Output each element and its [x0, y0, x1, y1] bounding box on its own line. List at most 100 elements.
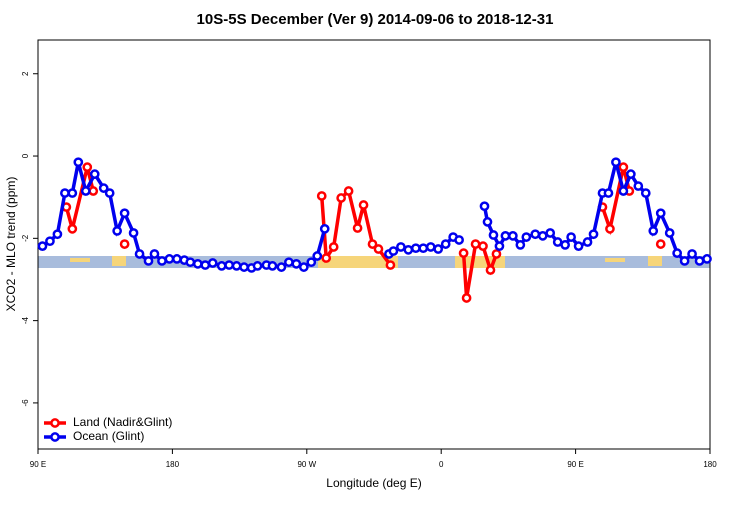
data-point [267, 261, 278, 271]
y-tick-label: 0 [21, 153, 30, 158]
land-strip [70, 258, 90, 262]
y-tick-label: 2 [21, 71, 30, 76]
data-point [500, 231, 511, 241]
data-point [618, 162, 629, 172]
data-point [343, 186, 354, 196]
data-point [89, 169, 100, 179]
data-point [545, 228, 556, 238]
data-point [491, 249, 502, 259]
data-point [664, 228, 675, 238]
y-tick-label: -6 [21, 399, 30, 407]
data-point [164, 254, 175, 264]
data-point [207, 258, 218, 268]
data-point [60, 188, 70, 198]
data-point [530, 229, 541, 240]
data-point [403, 244, 414, 255]
data-point [410, 243, 421, 254]
data-point [396, 242, 406, 252]
data-point [482, 217, 493, 227]
data-point [185, 257, 196, 268]
data-point [231, 261, 242, 271]
data-point [485, 265, 496, 275]
data-point [192, 258, 203, 269]
data-point [618, 186, 629, 196]
data-point [454, 235, 464, 245]
data-point [352, 223, 363, 233]
data-point [672, 248, 682, 258]
data-point [239, 262, 249, 272]
data-point [694, 256, 705, 266]
data-point [67, 224, 78, 234]
data-point [336, 193, 346, 203]
data-point [566, 232, 576, 242]
data-point [216, 261, 227, 271]
data-point [200, 260, 211, 270]
data-point [588, 229, 599, 240]
legend: Land (Nadir&Glint)Ocean (Glint) [44, 415, 172, 443]
data-point [508, 231, 518, 241]
data-point [573, 241, 584, 251]
data-point [312, 251, 323, 261]
data-point [687, 249, 697, 259]
land-strip [455, 256, 505, 268]
data-point [134, 249, 145, 259]
data-point [470, 239, 481, 249]
data-point [440, 239, 451, 249]
data-point [88, 186, 99, 196]
data-point [316, 191, 327, 201]
data-point [172, 254, 182, 264]
data-point [82, 162, 93, 172]
data-point [80, 186, 91, 196]
data-point [478, 241, 488, 251]
data-point [648, 226, 659, 236]
data-point [494, 241, 505, 251]
data-point [45, 236, 55, 247]
data-point [328, 242, 339, 252]
legend-label: Ocean (Glint) [73, 429, 144, 443]
data-point [298, 262, 309, 272]
data-point [98, 183, 109, 193]
data-point [537, 231, 548, 241]
land-strip [605, 258, 625, 262]
data-point [128, 228, 139, 238]
y-tick-label: -4 [21, 317, 30, 325]
data-point [37, 241, 48, 251]
data-point [582, 237, 593, 247]
x-axis-label: Longitude (deg E) [326, 476, 421, 490]
data-point [521, 232, 532, 242]
data-point [655, 208, 666, 219]
data-point [112, 226, 122, 236]
data-point [679, 256, 690, 266]
data-point [655, 239, 666, 249]
data-point [433, 244, 444, 254]
data-point [552, 237, 563, 247]
data-point [119, 239, 130, 249]
data-point [605, 224, 615, 234]
data-point [276, 262, 287, 272]
x-tick-label: 90 W [297, 460, 316, 469]
data-point [319, 224, 330, 234]
data-point [633, 181, 644, 191]
data-point [488, 230, 499, 240]
legend-marker [50, 418, 60, 428]
data-point [458, 248, 469, 258]
data-point [603, 188, 614, 198]
data-point [385, 260, 396, 270]
data-point [119, 208, 130, 219]
x-tick-label: 180 [703, 460, 717, 469]
land-strip [648, 256, 662, 266]
land-strip [318, 256, 398, 268]
data-point [515, 240, 526, 250]
data-point [479, 201, 490, 212]
x-tick-label: 0 [439, 460, 444, 469]
data-point [143, 256, 154, 266]
data-point [306, 257, 317, 268]
x-tick-label: 90 E [30, 460, 46, 469]
x-tick-label: 180 [166, 460, 180, 469]
legend-label: Land (Nadir&Glint) [73, 415, 172, 429]
data-point [626, 169, 636, 179]
data-point [418, 243, 429, 254]
data-point [367, 239, 378, 249]
data-point [67, 188, 78, 198]
